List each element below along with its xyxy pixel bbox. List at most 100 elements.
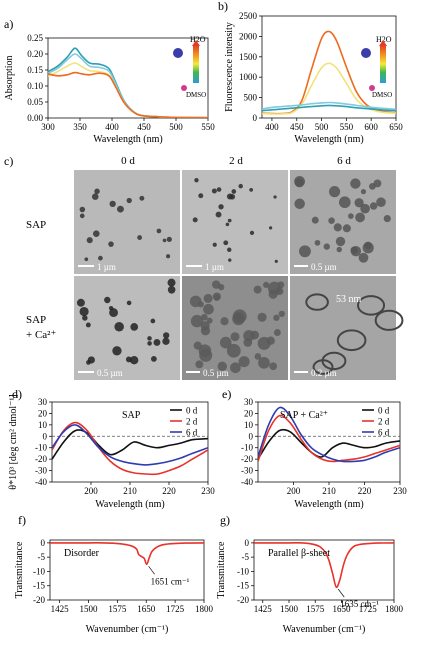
- solvent-gradient-bar: [380, 45, 386, 83]
- tem-particle: [350, 178, 361, 189]
- panel-letter-a: a): [4, 17, 13, 31]
- x-tick-label: 1725: [166, 604, 185, 614]
- tem-particle: [268, 226, 273, 230]
- plot-frame: [49, 539, 205, 601]
- solvent-gradient-bar: [193, 45, 199, 83]
- y-tick-label: -10: [33, 566, 45, 576]
- tem-particle: [257, 312, 267, 322]
- tem-particle: [190, 314, 204, 328]
- tem-particle: [238, 183, 243, 189]
- y-tick-label: 0: [245, 538, 250, 548]
- series-line-6d: [258, 406, 400, 463]
- y-tick-label: -40: [35, 477, 47, 487]
- tem-particle: [162, 337, 170, 345]
- x-tick-label: 400: [265, 122, 279, 132]
- tem-particle: [156, 228, 162, 234]
- y-axis-label: Transmittance: [216, 541, 227, 598]
- tem-col-header-6d: 6 d: [337, 155, 351, 167]
- x-tick-label: 210: [322, 486, 336, 496]
- tem-particle: [92, 230, 100, 238]
- tem-particle: [86, 360, 91, 365]
- x-tick-label: 230: [393, 486, 407, 496]
- panel-letter-f: f): [18, 513, 26, 527]
- tem-particle: [215, 211, 222, 218]
- tem-particle: [216, 187, 222, 192]
- x-tick-label: 220: [358, 486, 372, 496]
- tem-particle: [358, 252, 369, 263]
- x-axis-label: Wavenumber (cm⁻¹): [283, 624, 366, 635]
- y-tick-label: 0: [41, 538, 46, 548]
- tem-particle: [243, 330, 255, 342]
- molecule-icon: [361, 48, 371, 58]
- x-tick-label: 500: [315, 122, 329, 132]
- solvent-top-label: H2O: [376, 35, 392, 44]
- legend-label: 2 d: [186, 417, 198, 427]
- y-tick-label: 2000: [239, 31, 258, 41]
- tem-particle: [153, 339, 161, 346]
- tem-particle: [150, 318, 156, 324]
- tem-particle: [130, 323, 139, 331]
- tem-image-sapca-0d: [74, 276, 180, 380]
- series-line-3: [262, 104, 396, 112]
- y-tick-label: 20: [244, 408, 254, 418]
- tem-particle: [263, 281, 270, 289]
- tem-particle: [273, 329, 281, 336]
- x-tick-label: 1725: [359, 604, 378, 614]
- y-tick-label: 0.10: [27, 81, 43, 91]
- tem-particle: [227, 218, 232, 223]
- y-tick-label: 500: [244, 93, 258, 103]
- x-axis-label: Wavelength (nm): [95, 499, 164, 510]
- tem-particle: [273, 314, 280, 321]
- y-tick-label: 0.15: [27, 65, 43, 75]
- y-tick-label: -15: [237, 581, 249, 591]
- chart-f-ftir-disorder: 1425 1500 1575 1650 1725 1800 0 -5 -10 -15 -20 Wave…: [14, 538, 214, 635]
- tem-row-label-sap-ca: SAP: [26, 314, 46, 326]
- tem-particle: [82, 315, 88, 321]
- legend-label: 0 d: [186, 406, 198, 416]
- scale-bar-label: 0.5 µm: [97, 368, 123, 378]
- panel-annotation: SAP: [122, 410, 141, 421]
- y-tick-label: -5: [242, 552, 250, 562]
- x-tick-label: 210: [123, 486, 137, 496]
- tem-particle: [200, 325, 211, 336]
- scale-bar-label: 1 µm: [205, 262, 224, 272]
- tem-particle: [194, 178, 199, 183]
- tem-particle: [147, 336, 152, 341]
- tem-particle: [230, 362, 241, 374]
- tem-particle: [94, 188, 100, 195]
- series-line-2d: [258, 414, 400, 463]
- tem-particle: [165, 254, 171, 259]
- tem-particle: [323, 243, 330, 250]
- x-tick-label: 1800: [385, 604, 404, 614]
- x-tick-label: 1425: [254, 604, 273, 614]
- y-axis-label: Fluorescence intensity: [224, 22, 235, 112]
- panel-letter-d: d): [12, 387, 22, 401]
- scale-bar-label: 0.5 µm: [311, 262, 337, 272]
- x-axis-label: Wavenumber (cm⁻¹): [86, 624, 169, 635]
- dmso-molecule-icon: [181, 85, 187, 91]
- tem-particle: [114, 321, 124, 332]
- tem-particle: [150, 355, 157, 362]
- tem-particle: [383, 214, 391, 223]
- tem-particle: [203, 303, 214, 315]
- tem-particle: [91, 193, 99, 200]
- y-tick-label: -15: [33, 581, 45, 591]
- tem-col-header-2d: 2 d: [229, 155, 243, 167]
- y-tick-label: 0: [253, 113, 258, 123]
- panel-letter-g: g): [220, 513, 230, 527]
- series-line-3: [48, 71, 208, 118]
- tem-particle: [104, 296, 111, 304]
- tem-particle: [342, 224, 351, 233]
- y-tick-label: 2500: [239, 11, 258, 21]
- tem-particle: [278, 310, 285, 318]
- x-tick-label: 650: [389, 122, 403, 132]
- tem-particles: [76, 176, 404, 375]
- tem-particle: [338, 196, 351, 209]
- tem-particle: [354, 198, 364, 208]
- y-tick-label: -10: [237, 566, 249, 576]
- tem-particle: [232, 309, 247, 324]
- series-line-0d: [52, 429, 208, 460]
- tem-particle: [206, 317, 213, 324]
